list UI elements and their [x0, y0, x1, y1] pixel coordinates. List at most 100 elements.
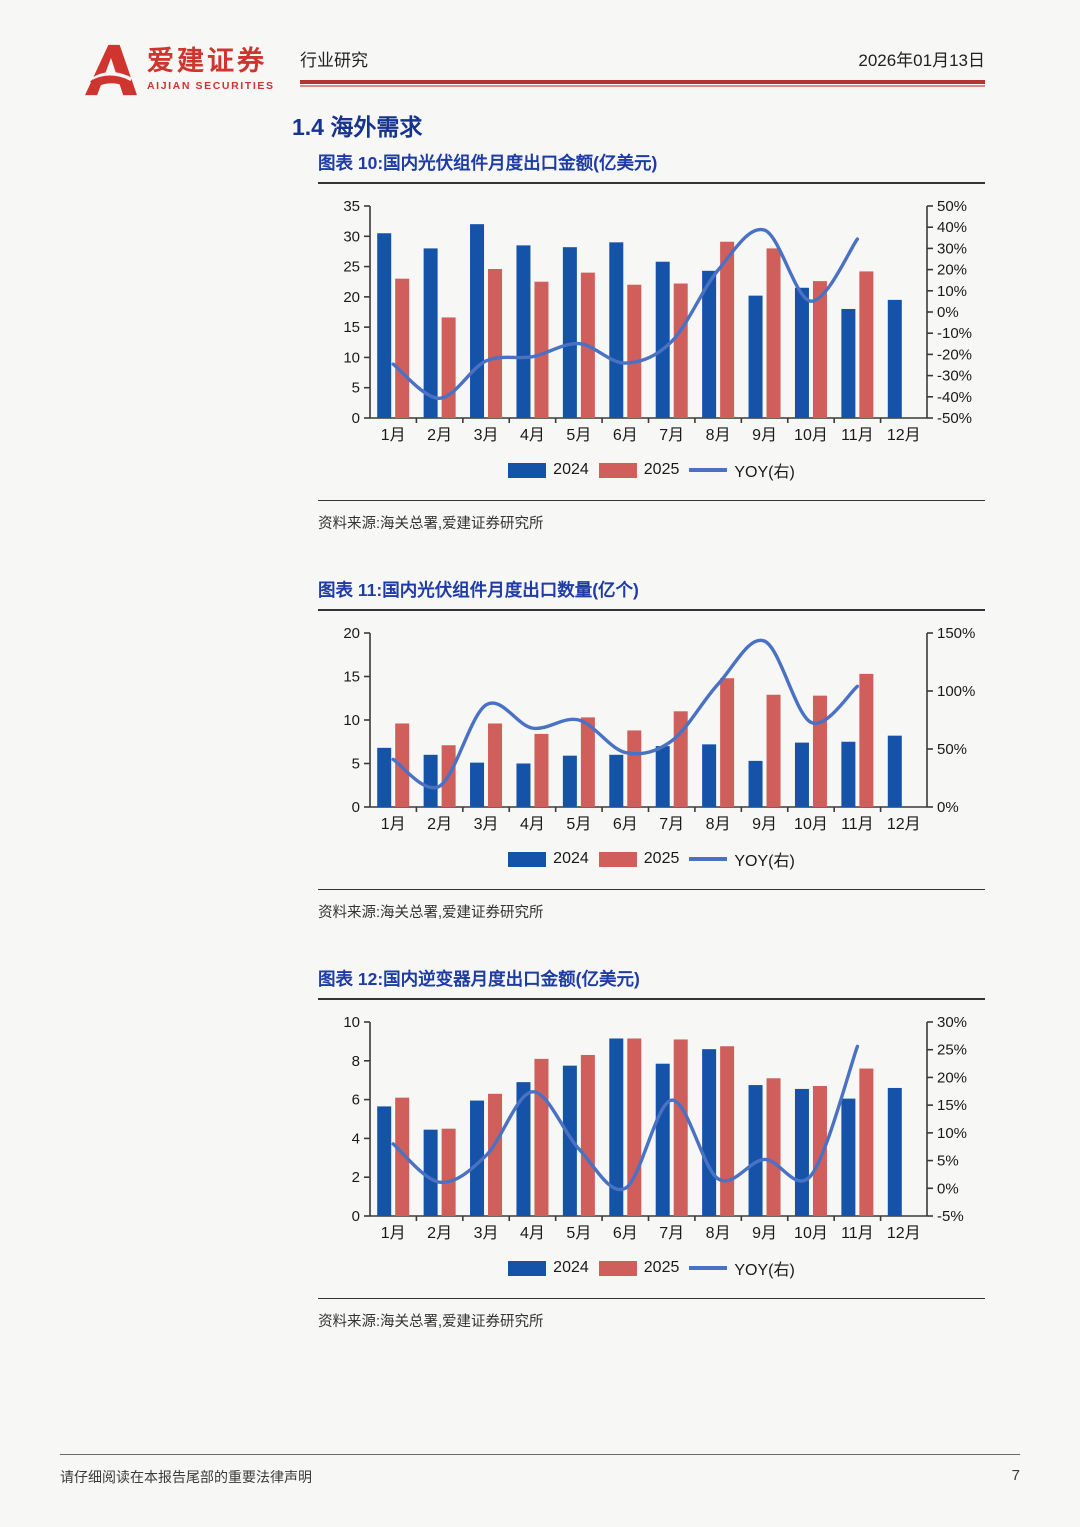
legend-label-2024: 2024 [553, 461, 589, 478]
bars-2025 [395, 1038, 874, 1216]
svg-text:5月: 5月 [566, 427, 591, 444]
svg-text:-10%: -10% [937, 325, 972, 342]
svg-text:10%: 10% [937, 1125, 967, 1142]
svg-text:4月: 4月 [520, 816, 545, 833]
x-axis: 1月 2月 3月 4月 5月 6月 7月 8月 9月 10月 11月 12月 [370, 806, 927, 833]
legend-swatch-2025 [598, 462, 637, 478]
figure-10-title: 图表 10:国内光伏组件月度出口金额(亿美元) [318, 150, 985, 184]
company-logo: 爱建证券 AIJIAN SECURITIES [85, 42, 275, 98]
brand-name-en: AIJIAN SECURITIES [147, 80, 275, 92]
svg-text:3月: 3月 [474, 1225, 499, 1242]
svg-text:-20%: -20% [937, 346, 972, 363]
svg-text:100%: 100% [937, 683, 975, 700]
figure-12-title: 图表 12:国内逆变器月度出口金额(亿美元) [318, 966, 985, 1000]
svg-text:50%: 50% [937, 198, 967, 215]
svg-text:50%: 50% [937, 741, 967, 758]
svg-text:11月: 11月 [841, 1225, 874, 1242]
svg-text:-5%: -5% [937, 1208, 964, 1225]
figure-12-legend: 2024 2025 YOY(右) [318, 1256, 985, 1280]
source-divider [318, 500, 985, 501]
legend-swatch-2024 [508, 1260, 547, 1276]
legend-item-yoy: YOY(右) [689, 458, 795, 482]
legend-label-2025: 2025 [643, 1259, 680, 1276]
svg-text:4: 4 [352, 1130, 360, 1147]
charts-column: 图表 10:国内光伏组件月度出口金额(亿美元) 0 5 10 15 20 25 30 35 -5… [318, 150, 985, 1375]
page-footer: 请仔细阅读在本报告尾部的重要法律声明 7 [60, 1454, 1020, 1487]
legend-label-2024: 2024 [553, 850, 589, 867]
legend-swatch-yoy [689, 1266, 728, 1270]
legend-label-2024: 2024 [553, 1259, 589, 1276]
legend-swatch-yoy [689, 468, 728, 472]
svg-text:20%: 20% [937, 262, 967, 279]
figure-10-block: 图表 10:国内光伏组件月度出口金额(亿美元) 0 5 10 15 20 25 30 35 -5… [318, 150, 985, 533]
svg-text:5%: 5% [937, 1153, 959, 1170]
legend-item-yoy: YOY(右) [689, 847, 795, 871]
bars-2024 [377, 735, 902, 807]
svg-text:0: 0 [352, 1208, 360, 1225]
x-axis: 1月 2月 3月 4月 5月 6月 7月 8月 9月 10月 11月 12月 [370, 1215, 927, 1242]
legend-label-2025: 2025 [643, 850, 680, 867]
legend-swatch-2024 [508, 851, 547, 867]
svg-text:5月: 5月 [566, 1225, 591, 1242]
figure-11-legend: 2024 2025 YOY(右) [318, 847, 985, 871]
svg-text:-30%: -30% [937, 368, 972, 385]
svg-text:15%: 15% [937, 1097, 967, 1114]
svg-text:9月: 9月 [752, 1225, 777, 1242]
svg-text:-50%: -50% [937, 410, 972, 427]
bars-2024 [377, 224, 902, 418]
svg-text:3月: 3月 [474, 427, 499, 444]
header-rule-light [300, 85, 985, 87]
report-date: 2026年01月13日 [858, 51, 985, 70]
legend-item-2024: 2024 [508, 1259, 589, 1277]
legend-label-yoy: YOY(右) [734, 853, 795, 870]
svg-text:12月: 12月 [887, 816, 921, 833]
svg-text:10月: 10月 [794, 816, 828, 833]
svg-text:10: 10 [343, 1014, 360, 1031]
svg-text:0%: 0% [937, 799, 959, 816]
svg-text:7月: 7月 [659, 1225, 684, 1242]
svg-text:0: 0 [352, 799, 360, 816]
svg-text:2月: 2月 [427, 1225, 452, 1242]
svg-text:1月: 1月 [381, 427, 406, 444]
svg-text:1月: 1月 [381, 1225, 406, 1242]
footer-disclaimer: 请仔细阅读在本报告尾部的重要法律声明 [60, 1469, 312, 1485]
svg-text:5月: 5月 [566, 816, 591, 833]
svg-text:0%: 0% [937, 304, 959, 321]
svg-text:1月: 1月 [381, 816, 406, 833]
page-number: 7 [1011, 1467, 1020, 1484]
svg-text:25: 25 [343, 259, 360, 276]
svg-text:10%: 10% [937, 283, 967, 300]
yoy-line [391, 1044, 860, 1192]
legend-label-yoy: YOY(右) [734, 464, 795, 481]
report-category: 行业研究 [300, 51, 368, 70]
svg-text:0: 0 [352, 410, 360, 427]
svg-text:7月: 7月 [659, 816, 684, 833]
svg-text:4月: 4月 [520, 427, 545, 444]
svg-text:35: 35 [343, 198, 360, 215]
svg-text:11月: 11月 [841, 427, 874, 444]
source-divider [318, 889, 985, 890]
svg-text:4月: 4月 [520, 1225, 545, 1242]
svg-text:6月: 6月 [613, 816, 638, 833]
x-axis: 1月 2月 3月 4月 5月 6月 7月 8月 9月 10月 11月 12月 [370, 417, 927, 444]
legend-item-2025: 2025 [598, 461, 679, 479]
figure-10-chart: 0 5 10 15 20 25 30 35 -50% -40% -30% -20% -10% 0% 10% 2… [343, 198, 972, 444]
figure-11-source: 资料来源:海关总署,爱建证券研究所 [318, 905, 544, 921]
svg-text:30%: 30% [937, 240, 967, 257]
right-axis: -5% 0% 5% 10% 15% 20% 25% 30% [926, 1014, 967, 1225]
brand-name-cn: 爱建证券 [147, 46, 267, 76]
svg-text:20: 20 [343, 625, 360, 642]
right-axis: 0% 50% 100% 150% [926, 625, 975, 816]
figure-10-source: 资料来源:海关总署,爱建证券研究所 [318, 516, 544, 532]
figure-12-source: 资料来源:海关总署,爱建证券研究所 [318, 1314, 544, 1330]
svg-text:2月: 2月 [427, 816, 452, 833]
svg-text:30%: 30% [937, 1014, 967, 1031]
yoy-line [391, 227, 860, 400]
svg-text:2: 2 [352, 1169, 360, 1186]
legend-item-2024: 2024 [508, 461, 589, 479]
right-axis: -50% -40% -30% -20% -10% 0% 10% 20% 30% 40% 50% [926, 198, 972, 427]
svg-text:8月: 8月 [706, 816, 731, 833]
svg-text:8: 8 [352, 1053, 360, 1070]
